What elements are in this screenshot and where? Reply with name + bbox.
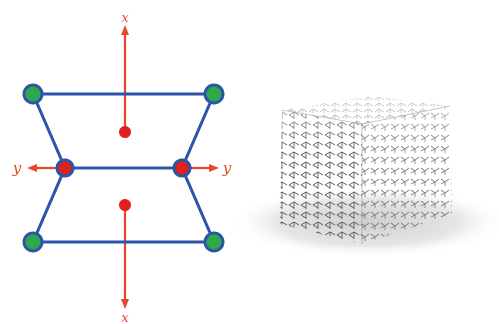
joint-middle-left [55,158,75,178]
joint-center-bottom [119,199,131,211]
auxetic-cell-diagram: x x y y [12,11,232,324]
node-bottom-right [203,231,225,253]
node-top-right [203,83,225,105]
label-y-left: y [12,159,22,177]
label-x-top: x [121,11,129,26]
lattice-render [228,96,499,258]
joint-center-top [119,126,131,138]
joint-middle-right [172,158,192,178]
label-x-bottom: x [121,311,129,324]
label-y-right: y [222,159,232,177]
node-bottom-left [22,231,44,253]
node-top-left [22,83,44,105]
